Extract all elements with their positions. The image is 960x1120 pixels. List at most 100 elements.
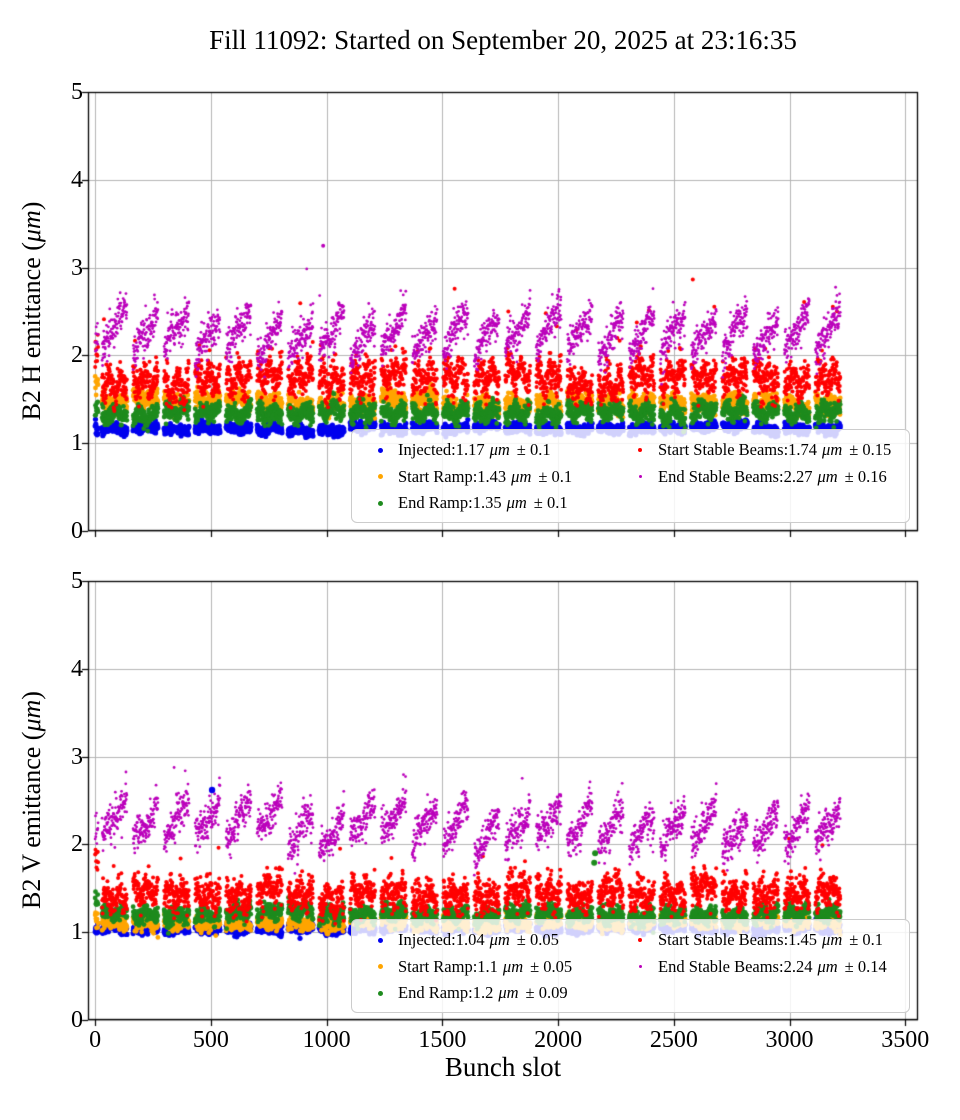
start-ramp-marker-icon	[377, 964, 383, 970]
legend-label-error: ± 0.09	[525, 983, 568, 1003]
y-tick-label: 5	[71, 568, 83, 594]
legend-label-error: ± 0.05	[530, 956, 573, 976]
legend-label-unit: μm	[489, 440, 510, 460]
legend-marker-cell	[622, 448, 658, 453]
legend-label-text: End Ramp:1.2	[398, 983, 494, 1003]
legend-column-2: Start Stable Beams:1.45 μm ± 0.1 End Stabl…	[622, 927, 887, 980]
legend-label-text: Injected:1.04	[398, 930, 485, 950]
legend-label-error: ± 0.14	[844, 956, 887, 976]
legend-entry-injected: Injected:1.17 μm ± 0.1	[362, 437, 572, 464]
legend-label-error: ± 0.1	[533, 493, 568, 513]
y-axis-label-bottom-unit: μm	[17, 699, 46, 732]
legend-label: End Stable Beams:2.24 μm ± 0.14	[658, 957, 887, 977]
legend-label-text: Start Ramp:1.1	[398, 956, 498, 976]
legend-label: Start Stable Beams:1.74 μm ± 0.15	[658, 440, 891, 460]
legend-label: End Ramp:1.35 μm ± 0.1	[398, 493, 568, 513]
legend-label-error: ± 0.1	[516, 440, 551, 460]
y-axis-label-bottom-text: B2 V emittance (	[17, 731, 46, 909]
legend-label: End Ramp:1.2 μm ± 0.09	[398, 983, 568, 1003]
legend-label-unit: μm	[498, 983, 519, 1003]
y-tick-label: 3	[71, 743, 83, 770]
y-tick-label: 4	[71, 655, 83, 682]
x-tick-label: 1000	[302, 1027, 351, 1053]
legend-label-unit: μm	[489, 930, 510, 950]
y-axis-label-top-text: B2 H emittance (	[17, 242, 46, 421]
y-tick-label: 2	[71, 342, 83, 369]
legend-entry-end-ramp: End Ramp:1.2 μm ± 0.09	[362, 980, 572, 1007]
x-tick-label: 3000	[765, 1027, 814, 1053]
legend-marker-cell	[622, 475, 658, 479]
legend-label-unit: μm	[822, 440, 843, 460]
y-tick-label: 0	[71, 1007, 83, 1033]
legend-label-error: ± 0.15	[849, 440, 892, 460]
legend-entry-start-ramp: Start Ramp:1.43 μm ± 0.1	[362, 464, 572, 491]
legend-label-error: ± 0.1	[849, 930, 884, 950]
injected-marker-icon	[377, 447, 383, 453]
end-stable-beams-marker-icon	[638, 475, 642, 479]
legend-label: End Stable Beams:2.27 μm ± 0.16	[658, 467, 887, 487]
end-ramp-marker-icon	[377, 990, 383, 996]
legend-entry-start-stable-beams: Start Stable Beams:1.45 μm ± 0.1	[622, 927, 887, 954]
legend-label-unit: μm	[817, 466, 838, 486]
legend-label-text: End Stable Beams:2.24	[658, 956, 813, 976]
legend-label: Injected:1.04 μm ± 0.05	[398, 930, 559, 950]
legend-label: Injected:1.17 μm ± 0.1	[398, 440, 551, 460]
legend-label-text: Injected:1.17	[398, 440, 485, 460]
figure-title: Fill 11092: Started on September 20, 202…	[209, 25, 797, 55]
legend-entry-injected: Injected:1.04 μm ± 0.05	[362, 927, 572, 954]
legend-label: Start Ramp:1.1 μm ± 0.05	[398, 957, 572, 977]
y-axis-label-bottom-close: )	[17, 691, 46, 700]
legend-marker-cell	[362, 447, 398, 453]
y-axis-label-top-unit: μm	[17, 210, 46, 243]
y-axis-label-top: B2 H emittance (μm)	[17, 202, 47, 421]
legend-label-text: Start Stable Beams:1.45	[658, 930, 818, 950]
x-tick-label: 2000	[534, 1027, 583, 1053]
legend-marker-cell	[362, 937, 398, 943]
y-axis-label-top-close: )	[17, 201, 46, 211]
legend-column-1: Injected:1.04 μm ± 0.05 Start Ramp:1.1 μm ± …	[362, 927, 572, 1007]
legend-marker-cell	[362, 964, 398, 970]
y-tick-label: 3	[71, 254, 83, 281]
legend-top-plot: Injected:1.17 μm ± 0.1 Start Ramp:1.43 μm ± …	[351, 429, 910, 523]
legend-label-text: End Ramp:1.35	[398, 493, 502, 513]
x-axis-label: Bunch slot	[444, 1052, 562, 1082]
legend-marker-cell	[362, 990, 398, 996]
legend-entry-end-stable-beams: End Stable Beams:2.24 μm ± 0.14	[622, 954, 887, 981]
legend-label-unit: μm	[502, 956, 524, 976]
y-axis-label-bottom: B2 V emittance (μm)	[17, 691, 47, 909]
end-stable-beams-marker-icon	[638, 965, 642, 969]
x-tick-label: 3500	[881, 1027, 930, 1053]
x-tick-label: 1500	[418, 1027, 467, 1053]
legend-label-error: ± 0.16	[844, 466, 887, 486]
legend-marker-cell	[622, 938, 658, 943]
y-tick-label: 4	[71, 166, 83, 193]
legend-entry-end-stable-beams: End Stable Beams:2.27 μm ± 0.16	[622, 464, 891, 491]
legend-label-unit: μm	[822, 930, 843, 950]
y-tick-label: 1	[71, 430, 83, 457]
legend-label: Start Stable Beams:1.45 μm ± 0.1	[658, 930, 883, 950]
legend-marker-cell	[622, 965, 658, 969]
x-tick-label: 0	[89, 1027, 102, 1053]
legend-marker-cell	[362, 474, 398, 480]
injected-marker-icon	[377, 937, 383, 943]
legend-label-unit: μm	[511, 466, 532, 486]
legend-label-unit: μm	[506, 493, 527, 513]
legend-column-2: Start Stable Beams:1.74 μm ± 0.15 End Stab…	[622, 437, 891, 490]
legend-label-text: Start Ramp:1.43	[398, 466, 507, 486]
legend-entry-end-ramp: End Ramp:1.35 μm ± 0.1	[362, 490, 572, 517]
legend-label-text: Start Stable Beams:1.74	[658, 440, 818, 460]
legend-label-unit: μm	[817, 956, 838, 976]
legend-column-1: Injected:1.17 μm ± 0.1 Start Ramp:1.43 μm ± …	[362, 437, 572, 517]
legend-entry-start-ramp: Start Ramp:1.1 μm ± 0.05	[362, 954, 572, 981]
end-ramp-marker-icon	[377, 500, 383, 506]
legend-entry-start-stable-beams: Start Stable Beams:1.74 μm ± 0.15	[622, 437, 891, 464]
y-tick-label: 0	[71, 518, 83, 544]
x-tick-label: 2500	[649, 1027, 698, 1053]
x-tick-label: 500	[192, 1027, 229, 1053]
legend-label: Start Ramp:1.43 μm ± 0.1	[398, 467, 572, 487]
y-tick-label: 1	[71, 919, 83, 946]
legend-label-error: ± 0.1	[538, 466, 573, 486]
start-ramp-marker-icon	[377, 474, 383, 480]
start-stable-beams-marker-icon	[638, 448, 642, 453]
